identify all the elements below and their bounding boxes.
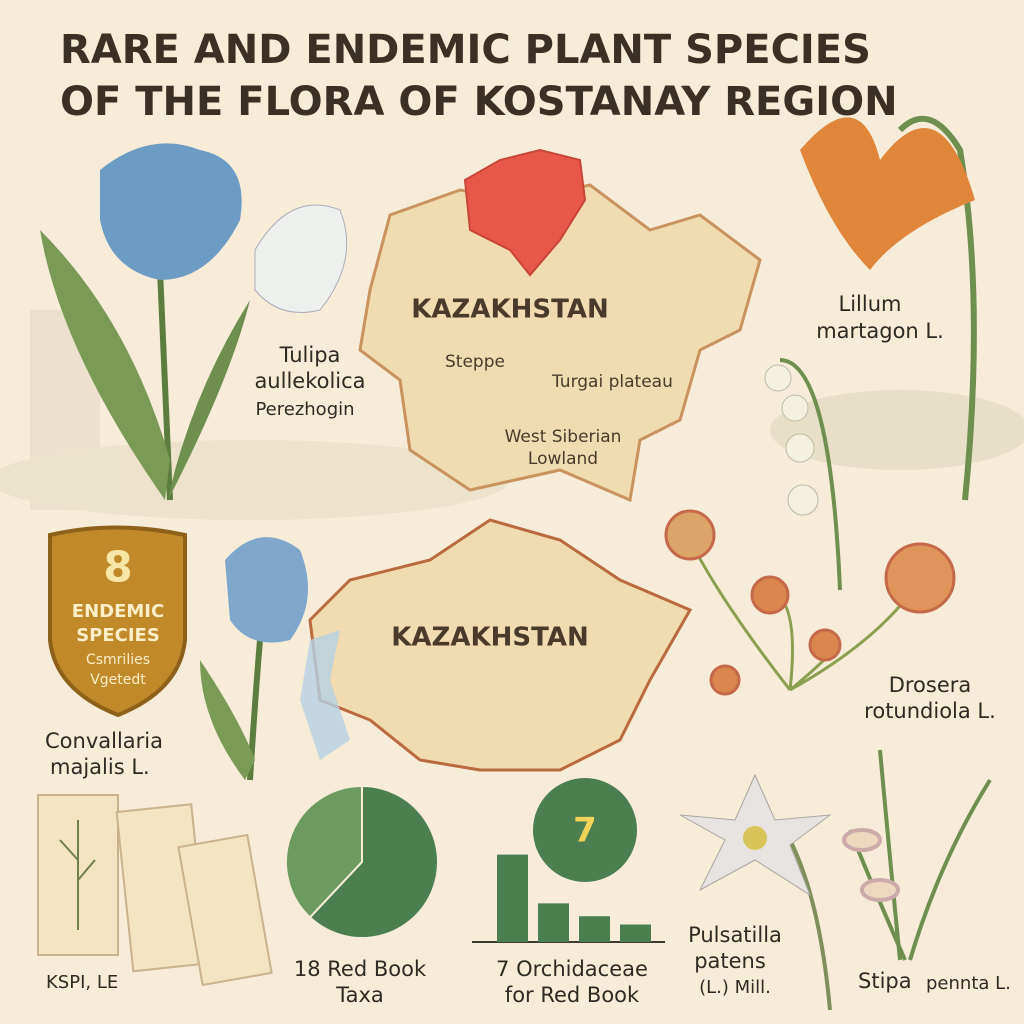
caspian-sea [300,630,350,760]
herbarium-sheets [37,794,273,987]
species-label: Pulsatilla [688,923,782,947]
map-region: Lowland [528,449,598,469]
title: OF THE FLORA OF KOSTANAY REGION [60,79,898,125]
bar [497,854,528,942]
bar [538,903,569,942]
pie-slice [308,784,439,939]
count-number: 7 [573,811,597,851]
bar-chart [472,854,665,943]
chart-caption: 7 Orchidaceae [496,957,648,981]
species-label: pennta L. [926,973,1011,994]
pie-slice [285,784,363,919]
map-country: KAZAKHSTAN [391,623,588,653]
tulip-illustration [40,143,348,781]
chart-caption: for Red Book [505,983,640,1007]
lily-illustration [800,115,977,501]
badge-number: 8 [103,543,132,592]
chart-caption: 18 Red Book [294,957,427,981]
badge-text: SPECIES [76,625,160,646]
pie-chart [285,784,439,939]
kostanay-region [463,148,587,277]
chart-caption: Taxa [335,983,384,1007]
badge-text: ENDEMIC [72,601,164,622]
species-label: rotundiola L. [864,699,996,723]
badge-text: Csmrilies [86,652,150,668]
species-label: Tulipa [279,343,341,367]
species-label: patens [694,949,766,973]
species-label: aullekolica [254,369,365,393]
map-region: Turgai plateau [551,372,673,392]
species-label: Drosera [889,673,972,697]
badge [48,525,187,718]
species-label: martagon L. [816,319,944,343]
species-label: Perezhogin [255,399,354,420]
map-region: Steppe [445,352,505,372]
species-label: (L.) Mill. [699,977,771,998]
species-label: Lillum [839,292,902,316]
map-country: KAZAKHSTAN [411,295,608,325]
species-label: Convallaria [45,729,163,753]
map [308,518,693,772]
stipa-illustration [842,749,992,961]
badge-text: Vgetedt [90,672,146,688]
convallaria-illustration [764,358,842,591]
map [358,183,762,503]
title: RARE AND ENDEMIC PLANT SPECIES [60,27,871,73]
species-label: Stipa [858,969,912,993]
pulsatilla-illustration [679,773,832,1011]
herbarium-label: KSPI, LE [46,972,118,993]
count-circle [533,778,637,882]
bar [620,924,651,942]
bar [579,916,610,942]
species-label: majalis L. [50,755,150,779]
map-region: West Siberian [505,427,622,447]
drosera-illustration [664,509,956,696]
